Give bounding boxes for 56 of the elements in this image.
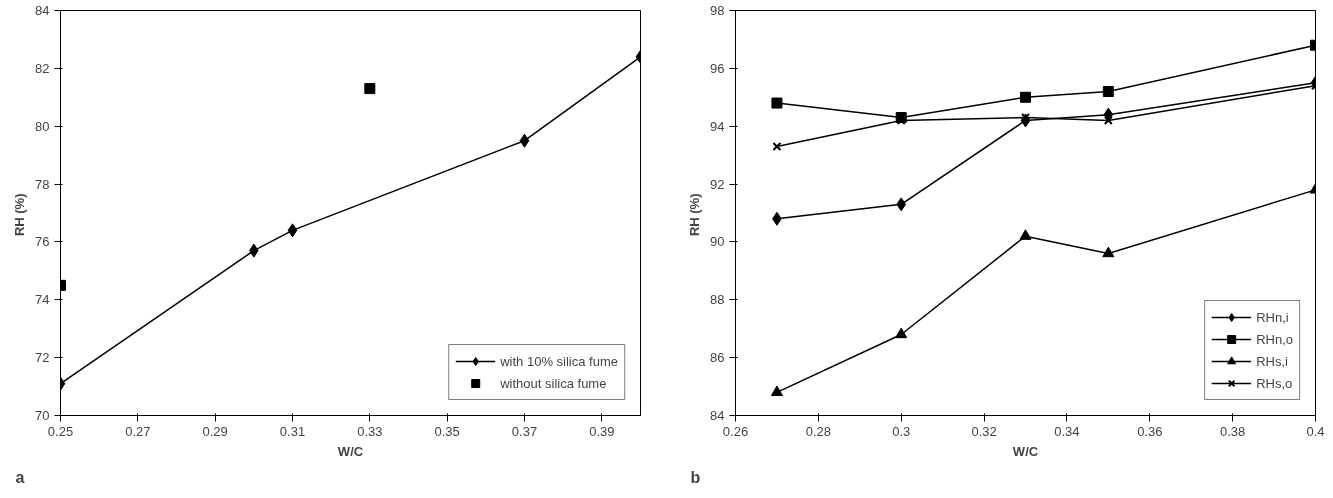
y-axis-title: RH (%) (687, 193, 703, 237)
x-axis-title: W/C (337, 443, 364, 459)
y-tick-label: 84 (710, 408, 725, 423)
y-tick-label: 86 (710, 350, 725, 366)
x-tick-label: 0.29 (202, 423, 228, 439)
x-tick-label: 0.28 (805, 423, 832, 439)
x-tick-label: 0.25 (47, 423, 74, 439)
text: a (15, 468, 25, 486)
y-tick-label: 94 (710, 118, 725, 134)
y-tick-label: 76 (35, 234, 50, 250)
y-tick-label: 92 (710, 176, 725, 192)
y-tick-label: 72 (35, 350, 50, 366)
point (1102, 246, 1115, 258)
x-tick-label: 0.32 (971, 423, 997, 439)
x-tick-label: 0.34 (1054, 423, 1080, 439)
x-tick-label: 0.31 (279, 423, 306, 439)
x-tick-label: 0.35 (434, 423, 460, 439)
legend-label: with 10% silica fume (500, 353, 618, 369)
legend-label: RHn,i (1256, 309, 1289, 325)
x-tick-label: 0.26 (722, 423, 749, 439)
point (1103, 115, 1113, 125)
y-tick-label: 96 (710, 60, 725, 76)
point (770, 385, 783, 397)
y-tick-label: 98 (710, 3, 725, 18)
y-tick-label: 84 (35, 3, 50, 18)
x-tick-label: 0.33 (357, 423, 383, 439)
x-axis-title: W/C (1012, 443, 1039, 459)
point (772, 141, 782, 151)
point (287, 223, 298, 238)
y-tick-label: 78 (35, 176, 50, 192)
legend-label: RHs,i (1256, 353, 1288, 369)
point (519, 133, 530, 148)
legend-label: RHn,o (1256, 331, 1293, 347)
point (895, 327, 908, 339)
point (1102, 86, 1114, 97)
x-tick-label: 0.39 (589, 423, 615, 439)
point (1019, 229, 1032, 240)
text: b (690, 468, 701, 486)
x-tick-label: 0.3 (892, 423, 911, 439)
y-tick-label: 70 (35, 408, 50, 423)
legend-label: without silica fume (500, 375, 607, 391)
y-tick-label: 74 (35, 292, 50, 308)
y-tick-label: 82 (35, 60, 50, 76)
y-tick-label: 88 (710, 292, 725, 308)
x-tick-label: 0.37 (511, 423, 538, 439)
y-tick-label: 90 (710, 234, 725, 250)
x-tick-label: 0.36 (1137, 423, 1163, 439)
y-tick-label: 80 (35, 118, 50, 134)
point (771, 97, 783, 109)
legend-label: RHs,o (1256, 375, 1293, 391)
point (896, 197, 907, 212)
x-tick-label: 0.4 (1306, 423, 1325, 439)
y-axis-title: RH (%) (12, 193, 28, 237)
point (1020, 91, 1031, 103)
x-tick-label: 0.38 (1219, 423, 1246, 439)
x-tick-label: 0.27 (125, 423, 151, 439)
